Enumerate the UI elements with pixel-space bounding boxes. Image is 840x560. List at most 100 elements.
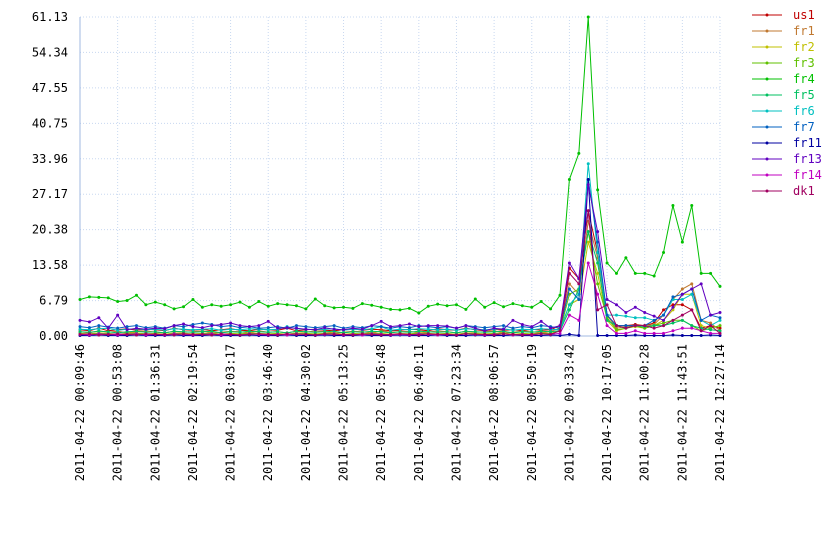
data-point	[238, 330, 242, 334]
data-point	[304, 325, 308, 329]
data-point	[116, 328, 120, 332]
data-point	[464, 324, 468, 328]
data-point	[567, 261, 571, 265]
data-point	[238, 326, 242, 330]
data-point	[247, 305, 251, 309]
data-point	[643, 311, 647, 315]
data-point	[229, 330, 233, 334]
data-point	[605, 324, 609, 328]
data-point	[643, 316, 647, 320]
data-point	[605, 318, 609, 322]
data-point	[219, 304, 223, 308]
data-point	[586, 261, 590, 265]
data-point	[633, 329, 637, 333]
data-point	[426, 324, 430, 328]
data-point	[389, 328, 393, 332]
data-point	[520, 325, 524, 329]
data-point	[596, 292, 600, 296]
series-line	[79, 163, 721, 331]
data-point	[605, 313, 609, 317]
data-point	[257, 326, 261, 330]
data-point	[567, 332, 571, 336]
data-point	[633, 324, 637, 328]
data-point	[445, 324, 449, 328]
data-point	[577, 282, 581, 286]
data-point	[699, 282, 703, 286]
x-tick-label: 2011-04-22 12:27:14	[713, 344, 727, 481]
data-point	[492, 301, 496, 305]
data-point	[266, 326, 270, 330]
data-point	[238, 300, 242, 304]
data-point	[247, 329, 251, 333]
data-point	[539, 319, 543, 323]
data-point	[596, 282, 600, 286]
data-point	[662, 251, 666, 255]
data-point	[567, 282, 571, 286]
data-point	[426, 304, 430, 308]
data-point	[605, 261, 609, 265]
y-tick-label: 40.75	[32, 116, 68, 130]
data-point	[360, 332, 364, 336]
data-point	[210, 303, 214, 307]
legend-marker	[765, 141, 769, 145]
data-point	[210, 324, 214, 328]
data-point	[257, 330, 261, 334]
data-point	[125, 328, 129, 332]
data-point	[106, 296, 110, 300]
data-point	[473, 297, 477, 301]
data-point	[266, 328, 270, 332]
data-point	[294, 329, 298, 333]
data-point	[276, 330, 280, 334]
legend-marker	[765, 45, 769, 49]
data-point	[398, 332, 402, 336]
data-point	[257, 332, 261, 336]
data-point	[690, 333, 694, 337]
x-tick-label: 2011-04-22 01:36:31	[148, 344, 162, 481]
data-point	[671, 295, 675, 299]
data-point	[182, 305, 186, 309]
data-point	[210, 333, 214, 337]
data-point	[539, 324, 543, 328]
data-point	[709, 321, 713, 325]
data-point	[144, 327, 148, 331]
data-point	[238, 333, 242, 337]
data-point	[624, 333, 628, 337]
data-point	[172, 307, 176, 311]
data-point	[200, 321, 204, 325]
data-point	[454, 331, 458, 335]
x-tick-label: 2011-04-22 06:40:11	[412, 344, 426, 481]
data-point	[483, 326, 487, 330]
data-point	[596, 188, 600, 192]
data-point	[304, 330, 308, 334]
data-point	[502, 332, 506, 336]
data-point	[473, 330, 477, 334]
data-point	[200, 305, 204, 309]
data-point	[464, 332, 468, 336]
legend-label: fr6	[793, 104, 815, 118]
data-point	[417, 325, 421, 329]
data-point	[294, 324, 298, 328]
data-point	[662, 324, 666, 328]
data-point	[652, 314, 656, 318]
data-point	[614, 303, 618, 307]
data-point	[379, 330, 383, 334]
data-point	[417, 329, 421, 333]
data-point	[78, 297, 82, 301]
data-point	[163, 332, 167, 336]
data-point	[596, 333, 600, 337]
data-point	[605, 303, 609, 307]
data-point	[709, 271, 713, 275]
data-point	[718, 333, 722, 337]
data-point	[332, 324, 336, 328]
legend-label: fr4	[793, 72, 815, 86]
data-point	[153, 330, 157, 334]
data-point	[87, 332, 91, 336]
data-point	[586, 240, 590, 244]
data-point	[276, 302, 280, 306]
data-point	[577, 297, 581, 301]
data-point	[97, 295, 101, 299]
data-point	[266, 319, 270, 323]
data-point	[549, 332, 553, 336]
legend-marker	[765, 13, 769, 17]
data-point	[398, 330, 402, 334]
